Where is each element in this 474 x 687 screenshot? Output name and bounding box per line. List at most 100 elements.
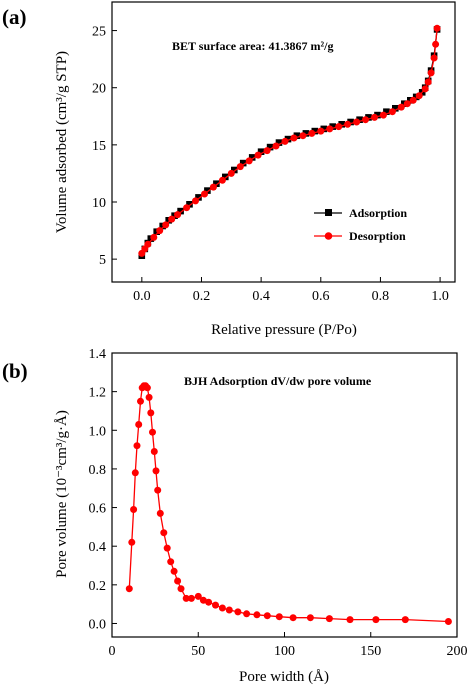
x-tick-label: 0	[109, 644, 116, 659]
y-tick-label: 0.8	[89, 463, 107, 478]
pore-volume-point	[177, 585, 185, 593]
panel-b-annotation: BJH Adsorption dV/dw pore volume	[184, 374, 372, 388]
desorption-point	[218, 176, 226, 184]
adsorption-point	[275, 139, 283, 146]
panel-a-legend: Adsorption Desorption	[314, 206, 407, 243]
x-tick-label: 200	[447, 644, 468, 659]
desorption-point	[281, 137, 289, 145]
adsorption-point	[284, 135, 292, 143]
pore-volume-point	[133, 442, 141, 450]
y-tick-label: 25	[92, 25, 106, 40]
pore-volume-point	[325, 615, 333, 623]
desorption-point	[209, 183, 217, 191]
desorption-point	[388, 108, 396, 116]
desorption-point	[308, 129, 316, 137]
y-tick-label: 1.0	[89, 424, 107, 439]
pore-volume-point	[143, 384, 151, 392]
desorption-point	[138, 249, 146, 257]
desorption-point	[424, 78, 432, 86]
desorption-point	[183, 204, 191, 212]
adsorption-point	[195, 194, 202, 201]
desorption-point	[397, 103, 405, 111]
pore-volume-point	[128, 538, 136, 546]
pore-volume-point	[170, 567, 178, 575]
desorption-point	[362, 116, 369, 124]
panel-b-x-ticks: 0 50 100 150 200	[109, 632, 468, 659]
pore-volume-point	[154, 486, 162, 494]
pore-volume-point	[156, 509, 164, 517]
adsorption-point	[347, 118, 354, 126]
adsorption-point	[356, 116, 363, 123]
pore-volume-point	[130, 506, 138, 513]
pore-volume-point	[163, 544, 171, 552]
pore-volume-point	[167, 558, 175, 566]
desorption-point	[236, 163, 244, 171]
desorption-point	[344, 120, 352, 128]
panel-a-x-ticks: 0.0 0.2 0.4 0.6 0.8 1.0	[133, 277, 449, 304]
pore-volume-point	[187, 594, 195, 602]
y-tick-label: 1.2	[89, 386, 107, 401]
adsorption-point	[266, 143, 274, 151]
pore-volume-point	[137, 397, 144, 405]
pore-volume-point	[135, 421, 143, 428]
desorption-point	[174, 211, 182, 219]
y-tick-label: 20	[92, 82, 106, 97]
pore-volume-point	[152, 467, 160, 475]
adsorption-point	[374, 111, 381, 119]
pore-volume-point	[147, 409, 155, 417]
y-tick-label: 5	[99, 253, 106, 268]
legend-adsorption-label: Adsorption	[349, 206, 407, 220]
desorption-point	[156, 227, 164, 235]
panel-b-series	[125, 382, 452, 625]
y-tick-label: 0.4	[89, 540, 107, 555]
adsorption-point	[177, 207, 184, 215]
adsorption-point	[392, 105, 399, 112]
y-tick-label: 10	[92, 196, 106, 211]
desorption-point	[427, 69, 435, 77]
panel-a-label: (a)	[2, 5, 27, 29]
pore-volume-point	[205, 598, 213, 606]
pore-volume-point	[174, 577, 182, 585]
desorption-point	[290, 134, 298, 142]
x-tick-label: 0.4	[252, 289, 270, 304]
adsorption-point	[302, 130, 310, 137]
pore-volume-point	[145, 393, 153, 401]
panel-b-x-axis-label: Pore width (Å)	[239, 669, 329, 685]
adsorption-point	[204, 187, 211, 194]
pore-volume-point	[234, 608, 242, 616]
desorption-point	[162, 221, 170, 229]
x-tick-label: 50	[191, 644, 205, 659]
panel-b-y-ticks: 0.0 0.2 0.4 0.6 0.8 1.0 1.2 1.4	[89, 347, 117, 632]
desorption-point	[168, 215, 176, 223]
desorption-point	[317, 127, 325, 135]
adsorption-point	[329, 123, 336, 130]
desorption-point	[299, 132, 307, 140]
panel-b-plot-frame	[111, 352, 458, 638]
panel-a-y-ticks: 5 10 15 20 25	[92, 25, 117, 268]
y-tick-label: 15	[92, 139, 106, 154]
panel-b-label: (b)	[2, 359, 28, 383]
x-tick-label: 1.0	[431, 289, 449, 304]
desorption-point	[227, 169, 235, 177]
pore-volume-point	[372, 616, 380, 624]
x-tick-label: 100	[274, 644, 295, 659]
pore-volume-point	[444, 618, 452, 625]
pore-volume-point	[275, 613, 283, 621]
desorption-point	[326, 125, 334, 133]
pore-volume-point	[218, 604, 226, 612]
pore-volume-point	[125, 585, 133, 593]
desorption-point	[353, 118, 361, 126]
y-tick-label: 0.2	[89, 579, 107, 594]
adsorption-point	[338, 121, 345, 128]
desorption-point	[150, 233, 158, 241]
desorption-point	[421, 85, 429, 93]
desorption-point	[371, 113, 378, 121]
pore-volume-point	[289, 614, 297, 622]
y-tick-label: 0.0	[89, 617, 107, 632]
adsorption-point	[383, 108, 390, 115]
panel-a-chart: (a) 0.0 0.2 0.4 0.6 0.8 1.0 5 10 15 20 25 BET sur…	[2, 1, 456, 338]
desorption-point	[379, 111, 387, 119]
pore-volume-point	[253, 611, 261, 619]
panel-a-plot-frame	[111, 1, 456, 283]
desorption-point	[263, 147, 271, 155]
